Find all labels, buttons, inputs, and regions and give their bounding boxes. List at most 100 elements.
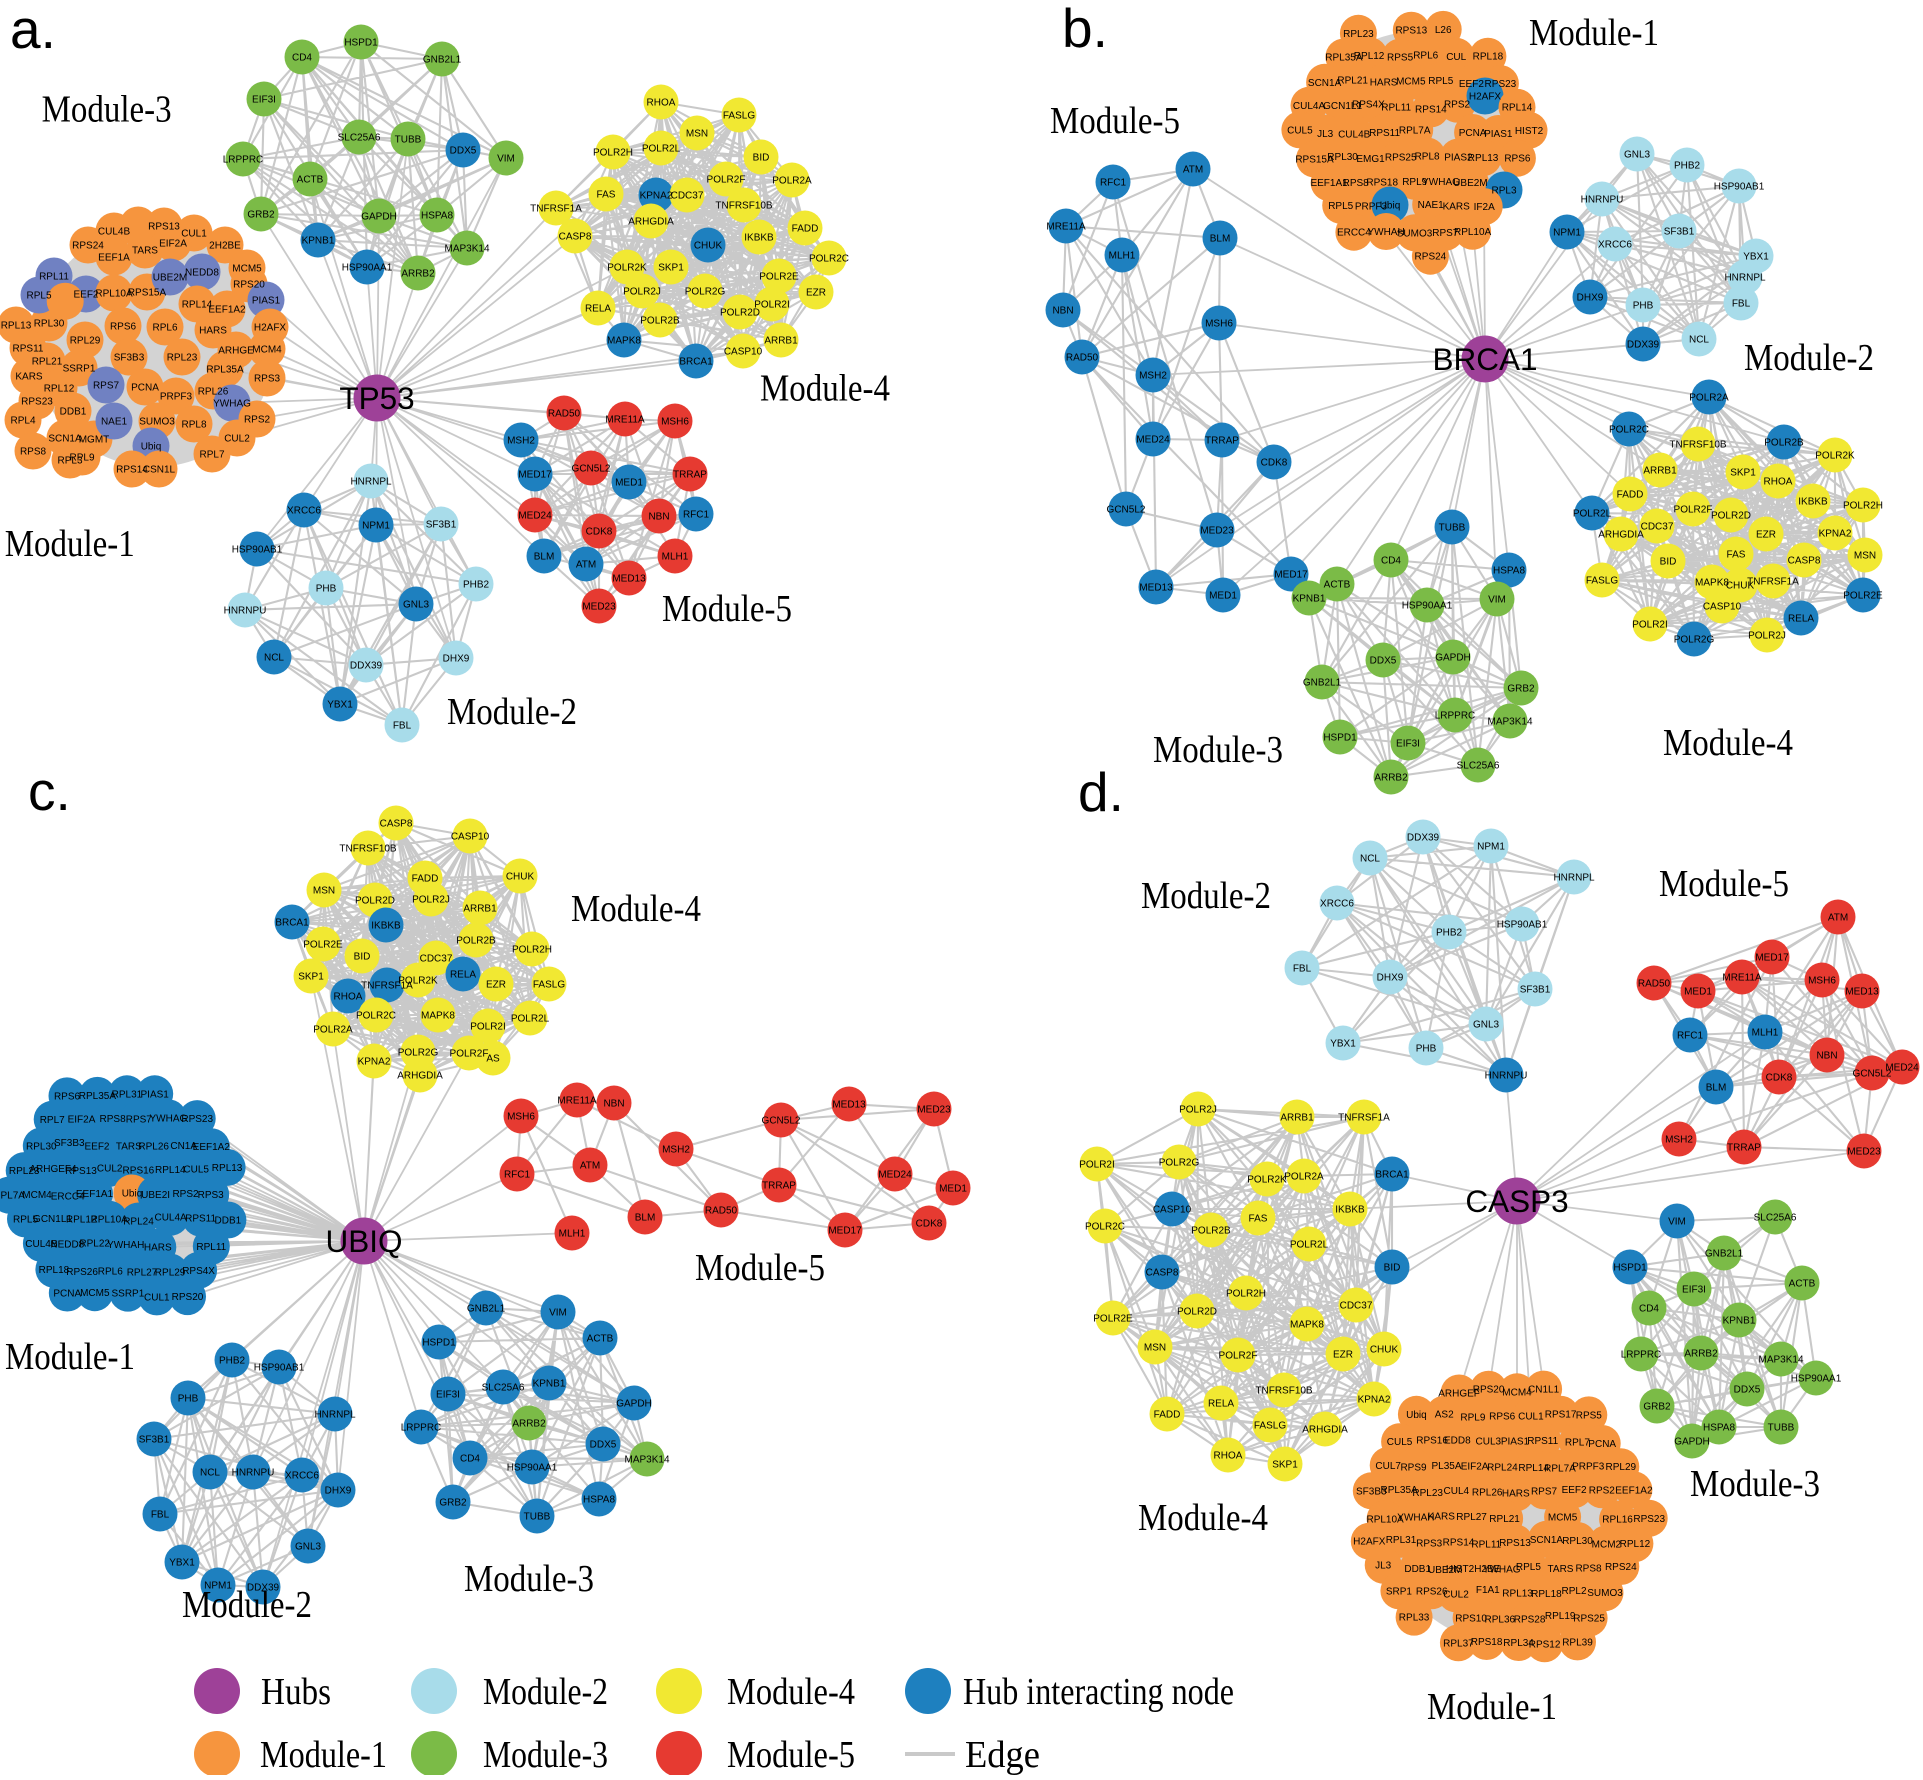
svg-text:RPL29: RPL29: [1606, 1462, 1637, 1473]
svg-text:NAE1: NAE1: [101, 417, 128, 428]
svg-text:EIF3I: EIF3I: [1396, 739, 1420, 750]
svg-text:UBE2M: UBE2M: [1453, 178, 1487, 189]
svg-text:TP53: TP53: [339, 380, 414, 416]
svg-text:RPL24: RPL24: [123, 1217, 154, 1228]
svg-text:HSPD1: HSPD1: [422, 1338, 456, 1349]
svg-text:H2AFX: H2AFX: [1469, 92, 1502, 103]
svg-text:PHB2: PHB2: [1674, 161, 1701, 172]
svg-text:RPS5: RPS5: [1387, 53, 1414, 64]
svg-text:DDX5: DDX5: [1370, 656, 1397, 667]
svg-text:HNRNPL: HNRNPL: [314, 1410, 356, 1421]
svg-text:FBL: FBL: [1293, 964, 1312, 975]
svg-text:Module-5: Module-5: [1050, 100, 1180, 142]
svg-text:YBX1: YBX1: [169, 1558, 195, 1569]
svg-text:RPL21: RPL21: [32, 357, 63, 368]
svg-text:RPL23: RPL23: [167, 353, 198, 364]
svg-text:ARHGE: ARHGE: [218, 346, 254, 357]
svg-text:SF3B1: SF3B1: [1520, 985, 1551, 996]
svg-text:DDX39: DDX39: [350, 661, 383, 672]
svg-text:VIM: VIM: [549, 1308, 567, 1319]
svg-text:CASP10: CASP10: [451, 832, 490, 843]
svg-text:EIF3I: EIF3I: [436, 1390, 460, 1401]
svg-text:POLR2A: POLR2A: [1689, 393, 1729, 404]
svg-text:RPS15A: RPS15A: [1295, 155, 1334, 166]
svg-text:RPL39: RPL39: [1562, 1637, 1593, 1648]
svg-text:MRE11A: MRE11A: [1722, 973, 1762, 984]
svg-text:MAP3K14: MAP3K14: [444, 244, 489, 255]
svg-text:RPL5: RPL5: [26, 291, 51, 302]
svg-text:ARHGEF: ARHGEF: [1438, 1389, 1480, 1400]
svg-text:RPS14: RPS14: [1443, 1537, 1475, 1548]
svg-text:RPL12: RPL12: [44, 384, 75, 395]
svg-text:RPL13: RPL13: [1, 321, 32, 332]
svg-text:RHOA: RHOA: [334, 992, 363, 1003]
svg-text:ACTB: ACTB: [587, 1334, 614, 1345]
svg-text:PHB2: PHB2: [219, 1356, 246, 1367]
svg-text:YWHAG: YWHAG: [150, 1113, 188, 1124]
svg-text:GCN5L2: GCN5L2: [762, 1116, 801, 1127]
svg-text:RPL11: RPL11: [1471, 1540, 1501, 1551]
svg-text:FBL: FBL: [1732, 299, 1751, 310]
svg-text:KPNA2: KPNA2: [358, 1057, 391, 1068]
svg-text:RELA: RELA: [585, 304, 611, 315]
svg-text:EZR: EZR: [806, 288, 826, 299]
svg-text:MSH6: MSH6: [1808, 976, 1836, 987]
svg-text:EDD8: EDD8: [1444, 1435, 1471, 1446]
svg-text:PRPF3: PRPF3: [1572, 1461, 1605, 1472]
svg-text:GNB2L1: GNB2L1: [1705, 1249, 1744, 1260]
svg-text:CSN1L: CSN1L: [143, 465, 176, 476]
svg-text:RPS2: RPS2: [1589, 1485, 1616, 1496]
svg-text:CD4: CD4: [460, 1454, 480, 1465]
svg-text:RPS13: RPS13: [1395, 26, 1427, 37]
svg-text:HARS: HARS: [1502, 1489, 1530, 1500]
svg-text:XRCC6: XRCC6: [1598, 240, 1632, 251]
svg-text:CHUK: CHUK: [1726, 581, 1755, 592]
svg-text:POLR2C: POLR2C: [356, 1011, 396, 1022]
svg-text:YWHAH: YWHAH: [1367, 227, 1404, 238]
svg-text:SF3B3: SF3B3: [54, 1138, 85, 1149]
svg-text:TUBB: TUBB: [1439, 523, 1466, 534]
svg-text:MLH1: MLH1: [1752, 1028, 1779, 1039]
svg-text:CUL4A: CUL4A: [154, 1213, 187, 1224]
svg-text:RPL7: RPL7: [40, 1115, 65, 1126]
svg-text:CUL7: CUL7: [1375, 1461, 1401, 1472]
svg-text:RHOA: RHOA: [1764, 477, 1793, 488]
svg-text:MED13: MED13: [832, 1100, 866, 1111]
svg-text:RPL13: RPL13: [212, 1163, 243, 1174]
svg-text:Module-2: Module-2: [447, 691, 577, 733]
svg-text:GCN1L1: GCN1L1: [1323, 101, 1362, 112]
svg-text:Module-4: Module-4: [571, 888, 701, 930]
svg-text:RPS11: RPS11: [1527, 1436, 1558, 1447]
svg-text:HSP90AA1: HSP90AA1: [1791, 1374, 1842, 1385]
svg-text:RPS4X: RPS4X: [182, 1266, 215, 1277]
svg-text:Hub interacting node: Hub interacting node: [963, 1671, 1234, 1713]
svg-text:TNFRSF10B: TNFRSF10B: [1255, 1386, 1313, 1397]
svg-text:XRCC6: XRCC6: [1320, 899, 1354, 910]
svg-text:HIST2H2BE: HIST2H2BE: [1446, 1564, 1501, 1575]
svg-text:RPL10A: RPL10A: [1366, 1514, 1404, 1525]
svg-text:FADD: FADD: [412, 874, 439, 885]
svg-text:JL3: JL3: [1317, 129, 1334, 140]
svg-text:CDC37: CDC37: [1340, 1301, 1373, 1312]
svg-text:MED17: MED17: [828, 1226, 862, 1237]
svg-text:EEF1A2: EEF1A2: [1615, 1485, 1653, 1496]
svg-text:POLR2I: POLR2I: [1079, 1160, 1115, 1171]
svg-text:CUL4: CUL4: [1444, 1486, 1470, 1497]
svg-text:FADD: FADD: [1154, 1410, 1181, 1421]
svg-text:RPS23: RPS23: [181, 1114, 213, 1125]
svg-text:HSPA8: HSPA8: [1493, 566, 1525, 577]
svg-text:BRCA1: BRCA1: [275, 918, 309, 929]
svg-text:Module-3: Module-3: [42, 89, 172, 131]
svg-text:RPL35A: RPL35A: [206, 365, 244, 376]
svg-text:c.: c.: [28, 760, 71, 822]
svg-text:RPL30: RPL30: [1327, 152, 1358, 163]
svg-text:ARRB1: ARRB1: [764, 336, 798, 347]
svg-text:RPL36: RPL36: [1485, 1614, 1516, 1625]
svg-text:VIM: VIM: [497, 154, 515, 165]
svg-text:POLR2J: POLR2J: [412, 895, 450, 906]
svg-text:HSP90AB1: HSP90AB1: [254, 1363, 305, 1374]
svg-text:RPL29: RPL29: [70, 336, 101, 347]
svg-text:RPL14: RPL14: [1518, 1463, 1549, 1474]
svg-text:GRB2: GRB2: [1643, 1402, 1671, 1413]
svg-text:CASP8: CASP8: [559, 232, 592, 243]
